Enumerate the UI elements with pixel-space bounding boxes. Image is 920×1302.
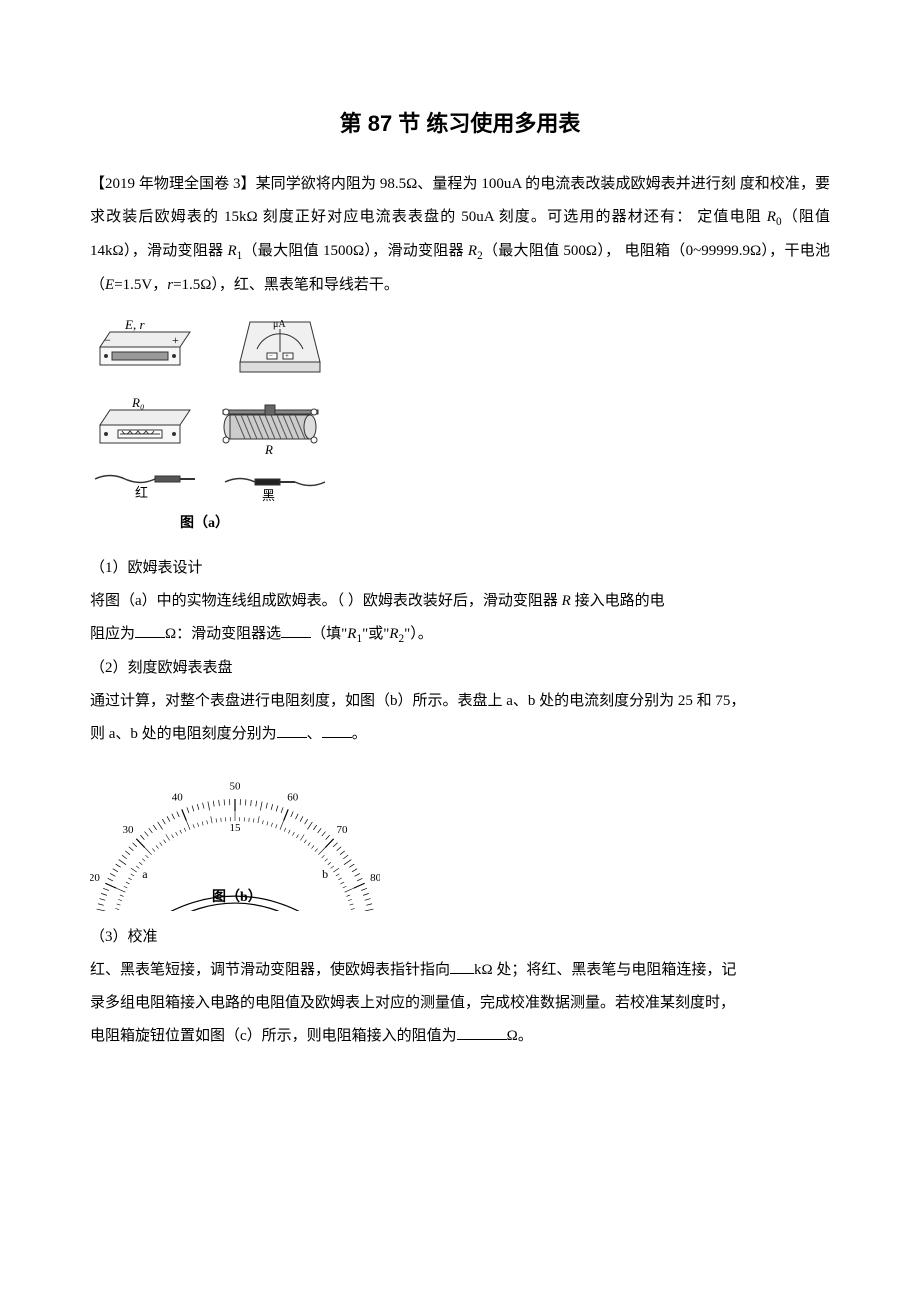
svg-text:80: 80: [370, 872, 380, 884]
q2-sep: 、: [307, 726, 322, 742]
svg-text:30: 30: [123, 823, 135, 835]
var-r0: R: [767, 209, 776, 225]
label-e-r: E, r: [124, 317, 145, 332]
var-r1: R: [227, 243, 236, 259]
intro-line-4-rval: =1.5Ω），红、黑表笔和导线若干。: [173, 277, 399, 293]
label-ua: μA: [273, 319, 286, 330]
svg-text:60: 60: [287, 791, 299, 803]
q1-var-r: R: [562, 593, 571, 609]
blank-kohm-pointer: [450, 958, 474, 974]
svg-text:−: −: [269, 352, 273, 360]
q3-end: Ω。: [507, 1028, 533, 1044]
svg-text:15: 15: [230, 822, 242, 834]
svg-text:+: +: [172, 333, 179, 347]
intro-line-4-eval: =1.5V，: [114, 277, 167, 293]
label-red-probe: 红: [135, 485, 148, 500]
figure-a: E, r − + μA − + R₀: [90, 312, 830, 542]
page-title: 第 87 节 练习使用多用表: [90, 100, 830, 148]
intro-paragraph: 【2019 年物理全国卷 3】某同学欲将内阻为 98.5Ω、量程为 100uA …: [90, 168, 830, 302]
q2-line-2-pre: 则 a、b 处的电阻刻度分别为: [90, 726, 277, 742]
q1-line-1-pre: 将图（a）中的实物连线组成欧姆表。（ ）欧姆表改装好后，滑动变阻器: [90, 593, 562, 609]
svg-text:70: 70: [336, 823, 348, 835]
label-r: R: [264, 442, 273, 457]
svg-text:20: 20: [90, 872, 100, 884]
question-3: （3）校准 红、黑表笔短接，调节滑动变阻器，使欧姆表指针指向 kΩ 处；将红、黑表…: [90, 921, 830, 1053]
q3-line-2: 录多组电阻箱接入电路的电阻值及欧姆表上对应的测量值，完成校准数据测量。若校准某刻…: [90, 987, 830, 1020]
figure-a-caption: 图（a）: [180, 515, 229, 531]
q1-r2: R: [389, 626, 398, 642]
var-e: E: [105, 277, 114, 293]
svg-text:+: +: [285, 352, 289, 360]
q3-heading: （3）校准: [90, 921, 830, 954]
label-black-probe: 黑: [262, 488, 275, 503]
q2-line-1: 通过计算，对整个表盘进行电阻刻度，如图（b）所示。表盘上 a、b 处的电流刻度分…: [90, 685, 830, 718]
blank-a-value: [277, 722, 307, 738]
question-2: （2）刻度欧姆表表盘 通过计算，对整个表盘进行电阻刻度，如图（b）所示。表盘上 …: [90, 652, 830, 751]
q3-kohm: kΩ 处；将红、黑表笔与电阻箱连接，记: [474, 962, 736, 978]
intro-line-3-mid3: （最大阻值 500Ω），: [483, 243, 621, 259]
blank-rheostat-choice: [281, 622, 311, 638]
svg-text:50: 50: [230, 780, 242, 792]
q1-line-2-pre: 阻应为: [90, 626, 135, 642]
svg-text:40: 40: [172, 791, 184, 803]
q3-line-3-pre: 电阻箱旋钮位置如图（c）所示，则电阻箱接入的阻值为: [90, 1028, 457, 1044]
q1-or: "或": [362, 626, 389, 642]
q2-heading: （2）刻度欧姆表表盘: [90, 652, 830, 685]
svg-text:a: a: [142, 867, 148, 881]
figure-b-caption: 图（b）: [212, 889, 262, 905]
blank-resistance-box: [457, 1024, 507, 1040]
question-1: （1）欧姆表设计 将图（a）中的实物连线组成欧姆表。（ ）欧姆表改装好后，滑动变…: [90, 552, 830, 652]
intro-line-1: 【2019 年物理全国卷 3】某同学欲将内阻为 98.5Ω、量程为 100uA …: [90, 176, 736, 192]
var-r2: R: [468, 243, 477, 259]
blank-resistance-value: [135, 622, 165, 638]
figure-b: 0102030405060708090100μAab15∞0kΩ 图（b）: [90, 761, 830, 911]
label-r0: R₀: [131, 395, 144, 410]
q3-line-1-pre: 红、黑表笔短接，调节滑动变阻器，使欧姆表指针指向: [90, 962, 450, 978]
q2-end: 。: [352, 726, 367, 742]
q1-ohm: Ω：滑动变阻器选: [165, 626, 281, 642]
q1-heading: （1）欧姆表设计: [90, 552, 830, 585]
svg-text:b: b: [322, 867, 328, 881]
q1-end: "）。: [404, 626, 433, 642]
intro-line-3-pre: 定值电阻: [697, 209, 766, 225]
q1-line-1-mid: 接入电路的电: [571, 593, 665, 609]
intro-line-3-mid2: （最大阻值 1500Ω），滑动变阻器: [242, 243, 468, 259]
svg-text:−: −: [104, 333, 111, 347]
q1-fill-pre: （填": [311, 626, 347, 642]
blank-b-value: [322, 722, 352, 738]
